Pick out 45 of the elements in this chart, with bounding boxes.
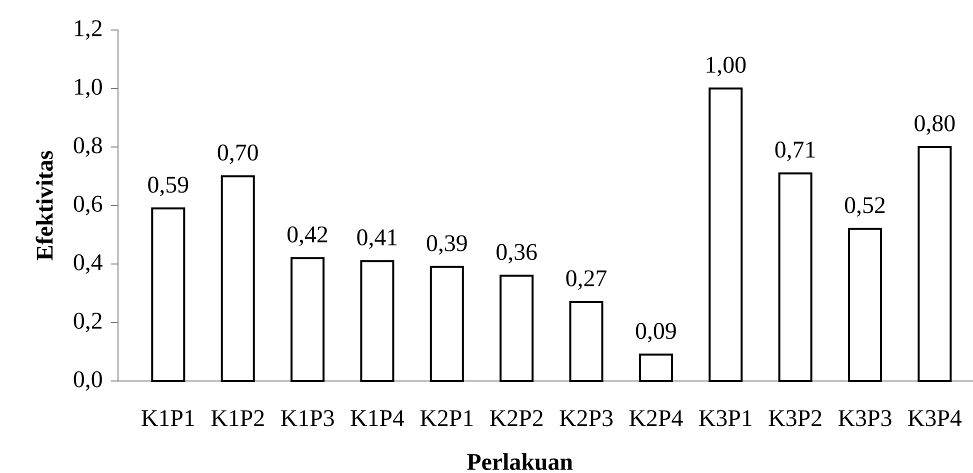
y-tick-label: 1,0: [75, 78, 102, 98]
x-tick-label: K1P4: [350, 410, 404, 426]
data-label: 0,09: [636, 322, 676, 342]
data-label: 0,42: [288, 226, 328, 246]
x-tick-label: K1P1: [142, 410, 194, 426]
y-axis-title: Efektivitas: [36, 150, 53, 260]
data-label: 0,27: [566, 270, 606, 290]
bar: [290, 257, 325, 382]
bar: [430, 266, 464, 382]
x-tick-label: K3P1: [699, 410, 752, 426]
x-tick-label: K3P2: [768, 410, 822, 426]
bar: [638, 354, 673, 382]
x-tick-label: K2P2: [490, 410, 542, 426]
data-label: 0,39: [426, 235, 467, 255]
x-tick-label: K2P1: [420, 410, 473, 426]
y-tick-label: 0,0: [74, 371, 102, 391]
bar: [569, 301, 604, 382]
data-label: 1,00: [706, 56, 746, 76]
y-tick-label: 0,8: [74, 137, 102, 157]
bar: [778, 172, 812, 382]
y-tick-label: 0,4: [74, 254, 102, 274]
bar: [918, 146, 952, 382]
bar: [848, 228, 882, 382]
x-tick-label: K2P3: [560, 410, 613, 426]
bar: [220, 175, 255, 382]
data-label: 0,71: [775, 142, 815, 162]
bar: [708, 87, 743, 382]
data-label: 0,59: [148, 176, 188, 196]
x-tick-label: K3P4: [908, 410, 962, 426]
data-label: 0,41: [357, 229, 397, 249]
data-label: 0,52: [844, 197, 885, 217]
y-tick-label: 0,6: [74, 196, 102, 216]
data-label: 0,80: [914, 115, 955, 135]
data-label: 0,70: [218, 144, 258, 164]
x-axis-title: Perlakuan: [467, 453, 573, 470]
x-tick-label: K2P4: [629, 410, 683, 426]
x-tick-label: K1P2: [211, 410, 264, 426]
x-tick-label: K1P3: [280, 410, 334, 426]
y-tick-label: 1,2: [75, 20, 102, 40]
data-label: 0,36: [496, 244, 537, 264]
y-tick-label: 0,2: [74, 312, 102, 332]
bar: [151, 207, 186, 382]
x-tick-label: K3P3: [838, 410, 892, 426]
bar: [500, 274, 534, 382]
bar: [360, 260, 394, 382]
